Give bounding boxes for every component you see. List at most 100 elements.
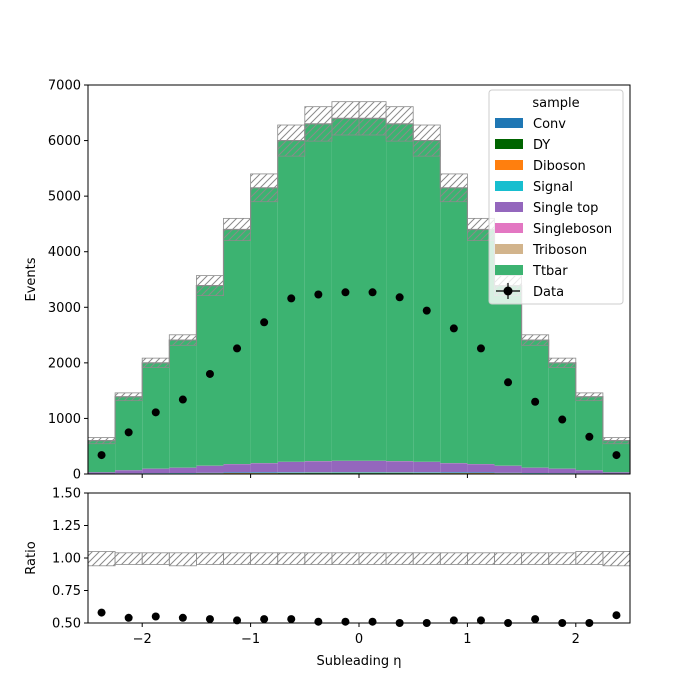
bar-ttbar [386,123,414,462]
bar-single-top [142,468,170,474]
ratio-band-bin [494,552,523,565]
bar-signal [331,472,359,473]
data-point [504,378,513,387]
y-tick-label: 4000 [48,245,81,260]
bar-single-top [250,463,278,473]
data-point [233,344,242,353]
legend-item-dy: DY [495,138,550,153]
bar-single-top [494,465,522,473]
ratio-band-bin [385,552,414,565]
ratio-band-bin [250,552,279,565]
data-point [368,288,377,297]
ratio-point [260,615,269,624]
legend-data-marker [503,286,513,296]
ratio-band-bin [575,551,604,565]
ratio-y-tick-label: 0.75 [52,584,81,599]
bar-single-top [88,472,116,474]
ratio-band-bin [277,552,306,565]
bar-single-top [440,463,468,473]
ratio-band-bin [331,552,360,565]
legend-swatch [495,118,523,128]
ratio-point [97,608,106,617]
bar-single-top [196,465,224,473]
ratio-point [124,613,133,622]
data-point [395,293,404,302]
data-point [341,288,350,297]
y-tick-label: 5000 [48,190,81,205]
x-axis: −2 −1 0 1 2 [133,623,580,647]
bar-signal [386,472,414,473]
legend-label: Signal [533,180,573,195]
bar-single-top [304,461,332,473]
legend-label: Singleboson [533,222,612,237]
ratio-y-tick-label: 1.25 [52,519,81,534]
bar-single-top [467,464,495,473]
bar-single-top [115,470,143,474]
data-point [124,428,133,437]
bar-signal [440,472,468,473]
legend-swatch [495,244,523,254]
main-x-ticks [141,474,577,478]
ratio-y-tick-label: 1.00 [52,552,81,567]
ratio-band-bin [87,551,116,567]
legend-swatch [495,265,523,275]
legend-items: Conv DY Diboson Signal Single top Singleboson… [495,117,612,279]
main-y-axis-label: Events [24,257,39,301]
ratio-point [531,615,540,624]
legend-item-diboson: Diboson [495,159,586,174]
data-point [585,432,594,441]
y-tick-label: 7000 [48,79,81,94]
legend: sample Conv DY Diboson Signal Single top Sing… [488,89,624,305]
ratio-point [178,613,187,622]
ratio-band-bin [223,552,252,565]
ratio-point [341,617,350,626]
legend-item-singleboson: Singleboson [495,222,612,237]
data-point [558,415,567,424]
data-point [422,306,431,315]
ratio-band-bin [548,552,577,565]
x-tick-label: 2 [572,632,580,647]
legend-item-single-top: Single top [495,201,598,216]
bar-single-top [413,461,441,473]
ratio-point [612,611,621,620]
bar-signal [304,472,332,473]
bar-single-top [277,461,305,473]
y-tick-label: 0 [73,468,81,483]
x-tick-label: −1 [241,632,260,647]
ratio-band-bin [195,552,224,565]
legend-swatch [495,160,523,170]
ratio-point [314,617,323,626]
legend-item-triboson: Triboson [495,243,587,258]
bar-signal [413,472,441,473]
legend-swatch [495,139,523,149]
ratio-band-bin [168,552,197,567]
y-tick-label: 2000 [48,356,81,371]
ratio-uncertainty-band [87,551,631,567]
bar-single-top [386,461,414,473]
x-tick-label: 0 [355,632,363,647]
ratio-point [205,615,214,624]
ratio-points [97,608,621,627]
legend-item-ttbar: Ttbar [495,264,568,279]
ratio-band-bin [358,552,387,565]
x-tick-label: 1 [463,632,471,647]
data-point [151,408,160,417]
data-point [449,324,458,333]
data-point [531,397,540,406]
data-point [476,344,485,353]
legend-label: Ttbar [532,264,568,279]
main-panel: 0 1000 2000 3000 4000 5000 6000 7000 Events [24,79,631,483]
data-points [97,288,621,460]
ratio-y-tick-label: 1.50 [52,487,81,502]
ratio-point [151,612,160,621]
main-y-axis: 0 1000 2000 3000 4000 5000 6000 7000 [48,79,88,483]
bar-ttbar [169,340,197,468]
data-point [314,290,323,299]
legend-label: Triboson [532,243,587,258]
legend-swatch [495,181,523,191]
ratio-y-tick-label: 0.50 [52,617,81,632]
legend-label: Conv [533,117,566,132]
ratio-band-bin [141,552,170,565]
legend-data-label: Data [533,285,564,300]
legend-item-data: Data [496,283,564,300]
